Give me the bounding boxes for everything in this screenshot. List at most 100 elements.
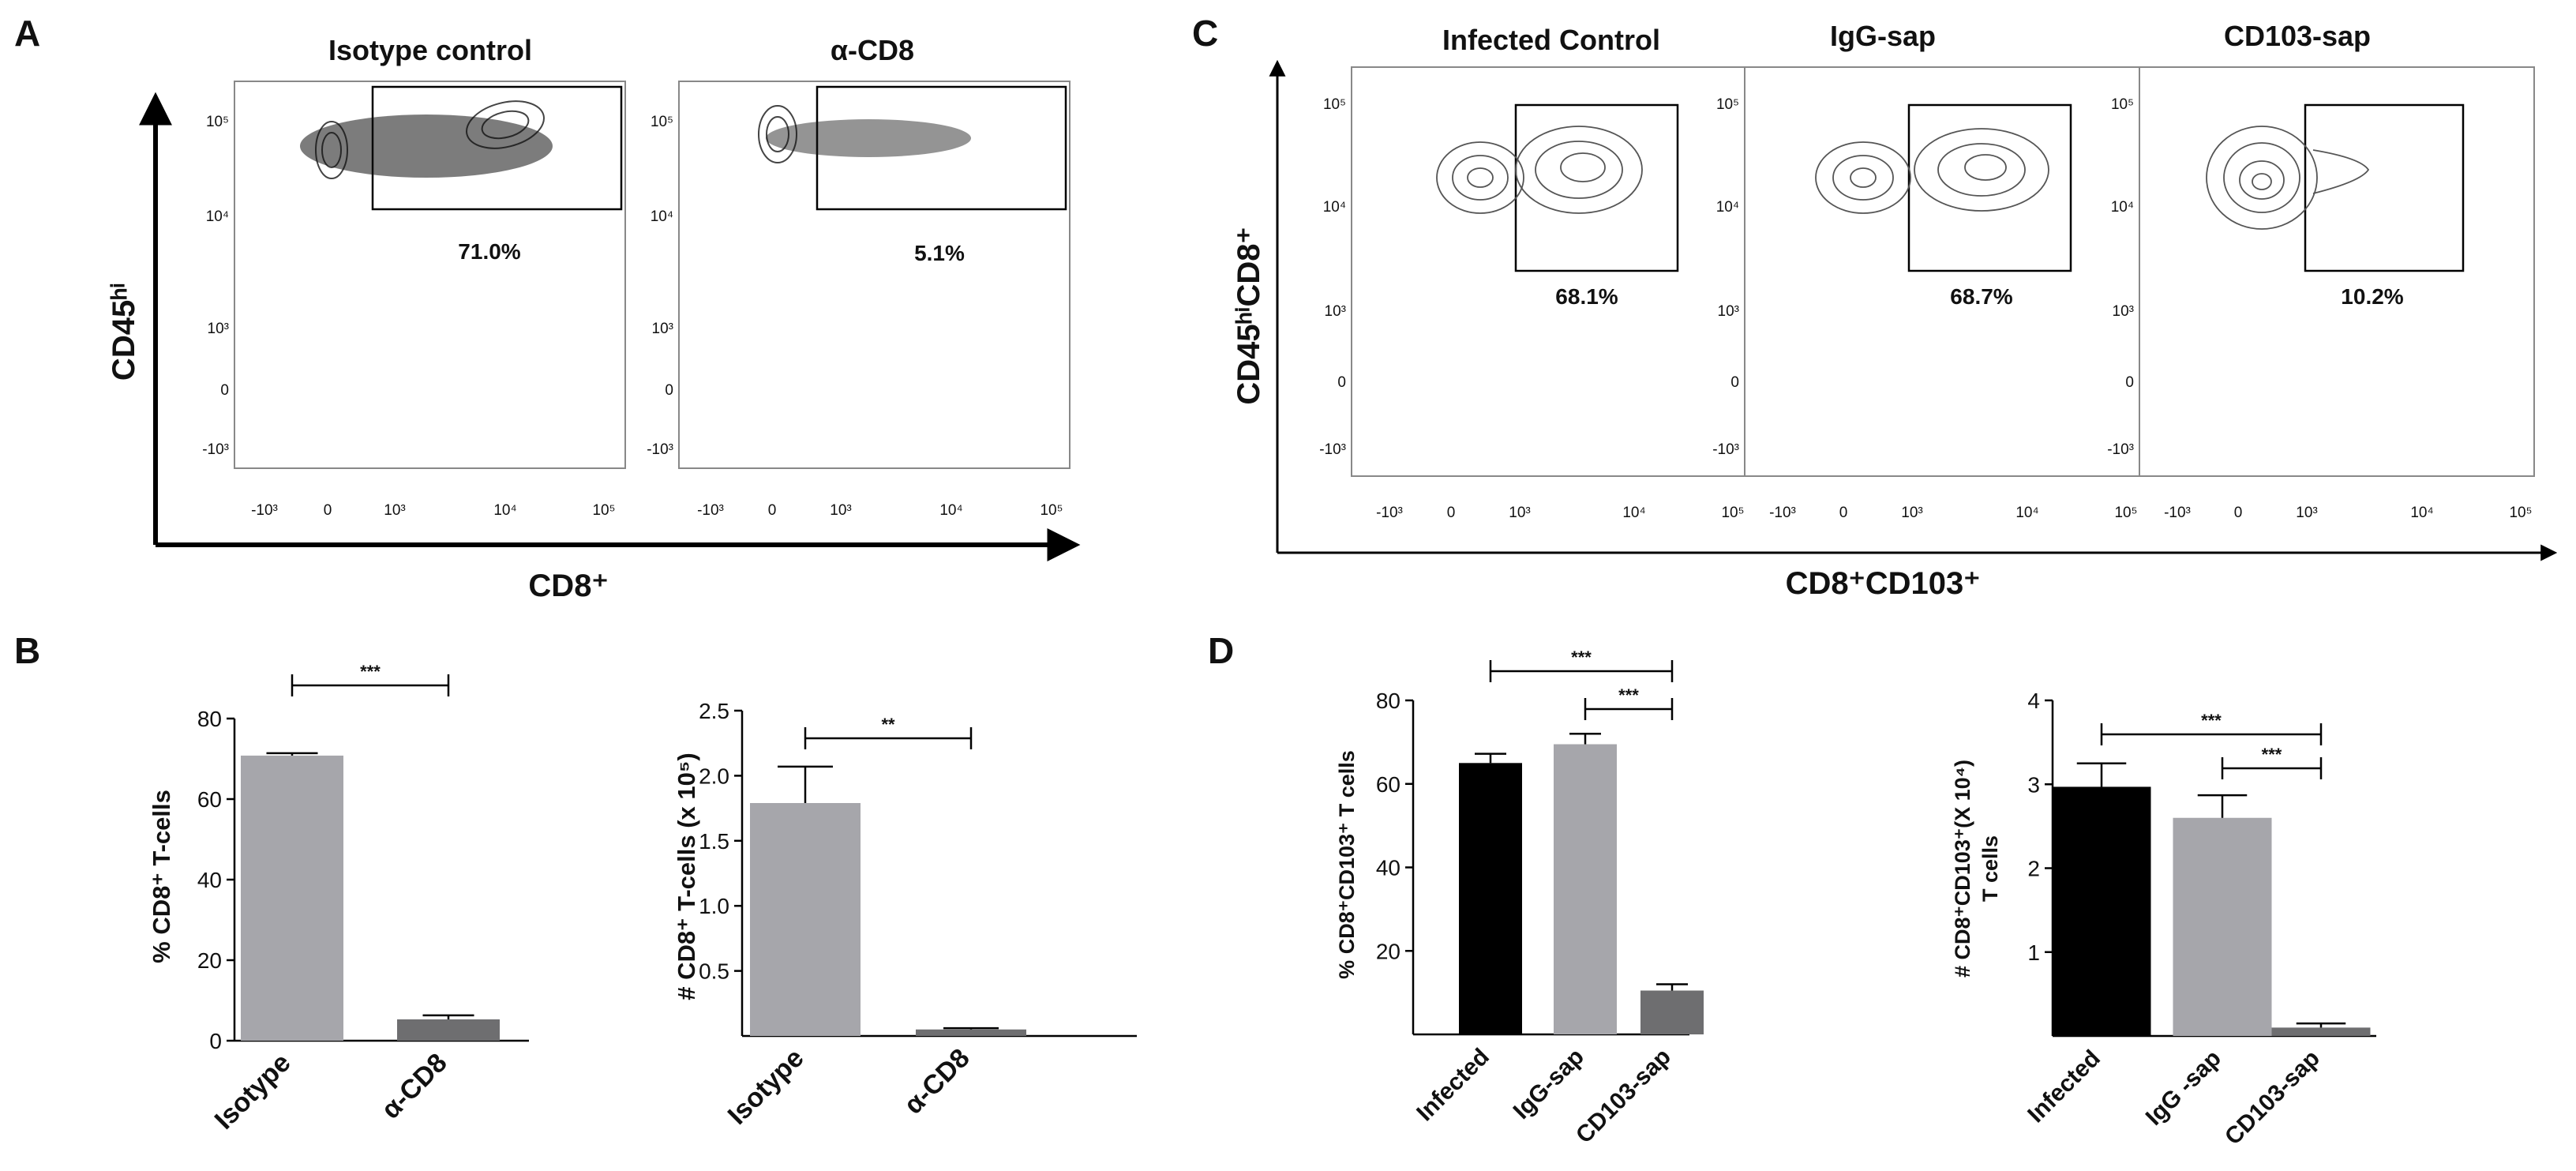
population-igg-sap (1815, 128, 2049, 214)
c2-ytick-3: 10³ (1718, 303, 1739, 320)
y-tick-label: 20 (1376, 939, 1400, 963)
y-tick-label: 0 (209, 1029, 222, 1053)
category-label: IgG-sap (1509, 1044, 1589, 1124)
c1-xtick-2: 0 (1447, 505, 1456, 521)
bar-1 (2173, 817, 2272, 1036)
gate-acd8 (816, 85, 1067, 211)
c3-xtick-3: 10³ (2296, 505, 2317, 521)
a1-xtick-4: 10⁴ (493, 502, 516, 519)
bar-2 (1640, 990, 1704, 1034)
bar-1 (397, 1019, 500, 1041)
significance-bracket (291, 674, 450, 696)
panel-label-a: A (14, 13, 40, 54)
significance-label: ** (881, 715, 895, 734)
flow-title-infected: Infected Control (1442, 24, 1660, 56)
flow-plot-cd103-sap (2139, 66, 2535, 477)
significance-bracket (1489, 660, 1674, 682)
significance-bracket (2221, 757, 2323, 779)
c2-xtick-2: 0 (1839, 505, 1848, 521)
bar-2 (2271, 1027, 2371, 1036)
bar-0 (241, 755, 343, 1041)
c1-xtick-3: 10³ (1509, 505, 1530, 521)
y-tick-label: 2.0 (699, 764, 729, 788)
a2-xtick-3: 10³ (830, 502, 851, 519)
c2-xtick-1: -10³ (1769, 505, 1796, 521)
gate-igg-sap (1907, 103, 2072, 272)
a2-xtick-2: 0 (768, 502, 777, 519)
c1-xtick-4: 10⁴ (1622, 505, 1645, 521)
category-label: α-CD8 (898, 1043, 976, 1120)
y-axis-label-line2: T cells (1978, 835, 2002, 902)
c1-ytick-2: 10⁴ (1323, 199, 1346, 216)
population-cd103-sap (2206, 126, 2370, 230)
flow-title-cd103-sap: CD103-sap (2224, 20, 2371, 52)
panel-c-ticks: -10³ 0 10³ 10⁴ 10⁵ -10³ 0 10³ 10⁴ 10⁵ -1… (1319, 96, 2532, 521)
gate-percent-igg-sap: 68.7% (1950, 284, 2012, 309)
y-tick-label: 4 (2027, 689, 2040, 713)
bar-0 (1459, 763, 1522, 1034)
a1-ytick-2: 10⁴ (206, 208, 229, 225)
panel-c-y-label: CD45ʰⁱCD8⁺ (1232, 227, 1266, 404)
gate-percent-acd8: 5.1% (914, 241, 965, 265)
a1-xtick-2: 0 (324, 502, 332, 519)
c1-ytick-3: 10³ (1325, 303, 1346, 320)
a1-ytick-4: 0 (220, 382, 229, 399)
panel-c: CD8⁺CD103⁺ CD45ʰⁱCD8⁺ Infected Control I… (1232, 20, 2558, 601)
bar-chart-b-percent: 0 20 40 60 80 % CD8⁺ T-cells Isotype α-CD8 *** (148, 662, 529, 1135)
c2-ytick-2: 10⁴ (1716, 199, 1739, 216)
y-axis-label: # CD8⁺CD103⁺(X 10⁴) (1951, 760, 1974, 978)
y-tick-label: 20 (197, 948, 222, 973)
panel-label-c: C (1192, 13, 1218, 54)
y-tick-label: 40 (197, 868, 222, 892)
c1-xtick-1: -10³ (1376, 505, 1403, 521)
gate-cd103-sap (2304, 103, 2465, 272)
bar-1 (1554, 744, 1617, 1034)
significance-bracket (1584, 698, 1674, 720)
a1-xtick-3: 10³ (384, 502, 405, 519)
a1-ytick-5: -10³ (202, 441, 229, 458)
significance-label: *** (1618, 685, 1639, 705)
y-tick-label: 80 (1376, 689, 1400, 713)
c3-xtick-5: 10⁵ (2509, 505, 2532, 521)
y-axis-label: # CD8⁺ T-cells (x 10⁵) (673, 753, 700, 1000)
significance-label: *** (2201, 711, 2222, 730)
significance-bracket (2100, 723, 2323, 745)
y-tick-label: 1.5 (699, 829, 729, 854)
c2-ytick-1: 10⁵ (1716, 96, 1739, 113)
c2-ytick-4: 0 (1730, 374, 1739, 391)
population-isotype (300, 100, 553, 179)
c3-ytick-1: 10⁵ (2111, 96, 2134, 113)
significance-label: *** (2262, 745, 2282, 764)
gate-percent-infected: 68.1% (1555, 284, 1618, 309)
a1-xtick-5: 10⁵ (592, 502, 615, 519)
population-infected (1436, 126, 1643, 214)
category-label: CD103-sap (2220, 1045, 2325, 1150)
c3-ytick-3: 10³ (2113, 303, 2134, 320)
c3-ytick-2: 10⁴ (2111, 199, 2134, 216)
panel-label-b: B (14, 630, 40, 671)
y-tick-label: 0.5 (699, 959, 729, 984)
y-axis-label: % CD8⁺ T-cells (148, 790, 175, 963)
category-label: IgG -sap (2141, 1045, 2226, 1131)
a2-ytick-5: -10³ (647, 441, 673, 458)
flow-title-isotype: Isotype control (328, 34, 532, 66)
category-label: Isotype (722, 1043, 810, 1131)
category-label: α-CD8 (376, 1048, 453, 1125)
c2-xtick-3: 10³ (1901, 505, 1922, 521)
y-tick-label: 1 (2027, 940, 2040, 965)
c3-ytick-4: 0 (2125, 374, 2134, 391)
category-label: Isotype (209, 1048, 297, 1135)
significance-bracket (804, 727, 973, 749)
a2-xtick-5: 10⁵ (1040, 502, 1063, 519)
bar-0 (750, 803, 861, 1036)
y-tick-label: 3 (2027, 772, 2040, 797)
bar-chart-b-count: 0.5 1.0 1.5 2.0 2.5 # CD8⁺ T-cells (x 10⁵) Iso… (673, 699, 1137, 1131)
c2-xtick-4: 10⁴ (2015, 505, 2038, 521)
y-tick-label: 1.0 (699, 894, 729, 918)
bar-chart-d-count: 1 2 3 4 # CD8⁺CD103⁺(X 10⁴) T cells Infected Ig… (1951, 689, 2376, 1150)
gate-infected (1514, 103, 1679, 272)
a2-ytick-4: 0 (665, 382, 673, 399)
a1-ytick-1: 10⁵ (206, 114, 229, 130)
flow-plot-isotype (234, 81, 626, 469)
c2-xtick-5: 10⁵ (2114, 505, 2137, 521)
